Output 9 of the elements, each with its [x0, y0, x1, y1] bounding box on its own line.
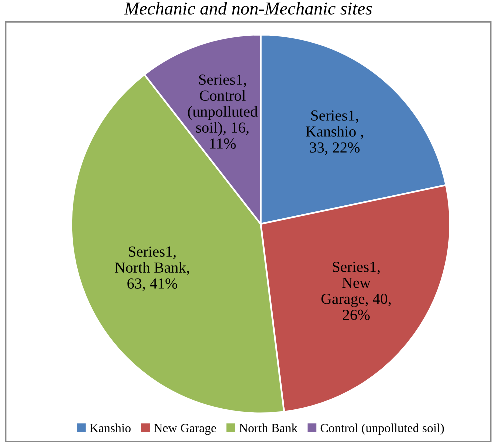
legend-label: Control (unpolluted soil) [320, 424, 444, 436]
data-label: Series1, North Bank, 63, 41% [115, 246, 190, 292]
data-label: Series1, New Garage, 40, 26% [322, 262, 391, 320]
data-label: Series1, Kanshio , 33, 22% [306, 110, 364, 156]
data-label: Series1, Control (unpolluted soil), 16, 11% [188, 74, 258, 150]
chart-title: Mechanic and non-Mechanic sites [124, 2, 372, 15]
legend-label: Kanshio [90, 424, 131, 433]
legend-label: North Bank [240, 424, 298, 433]
legend-label: New Garage [154, 424, 216, 436]
